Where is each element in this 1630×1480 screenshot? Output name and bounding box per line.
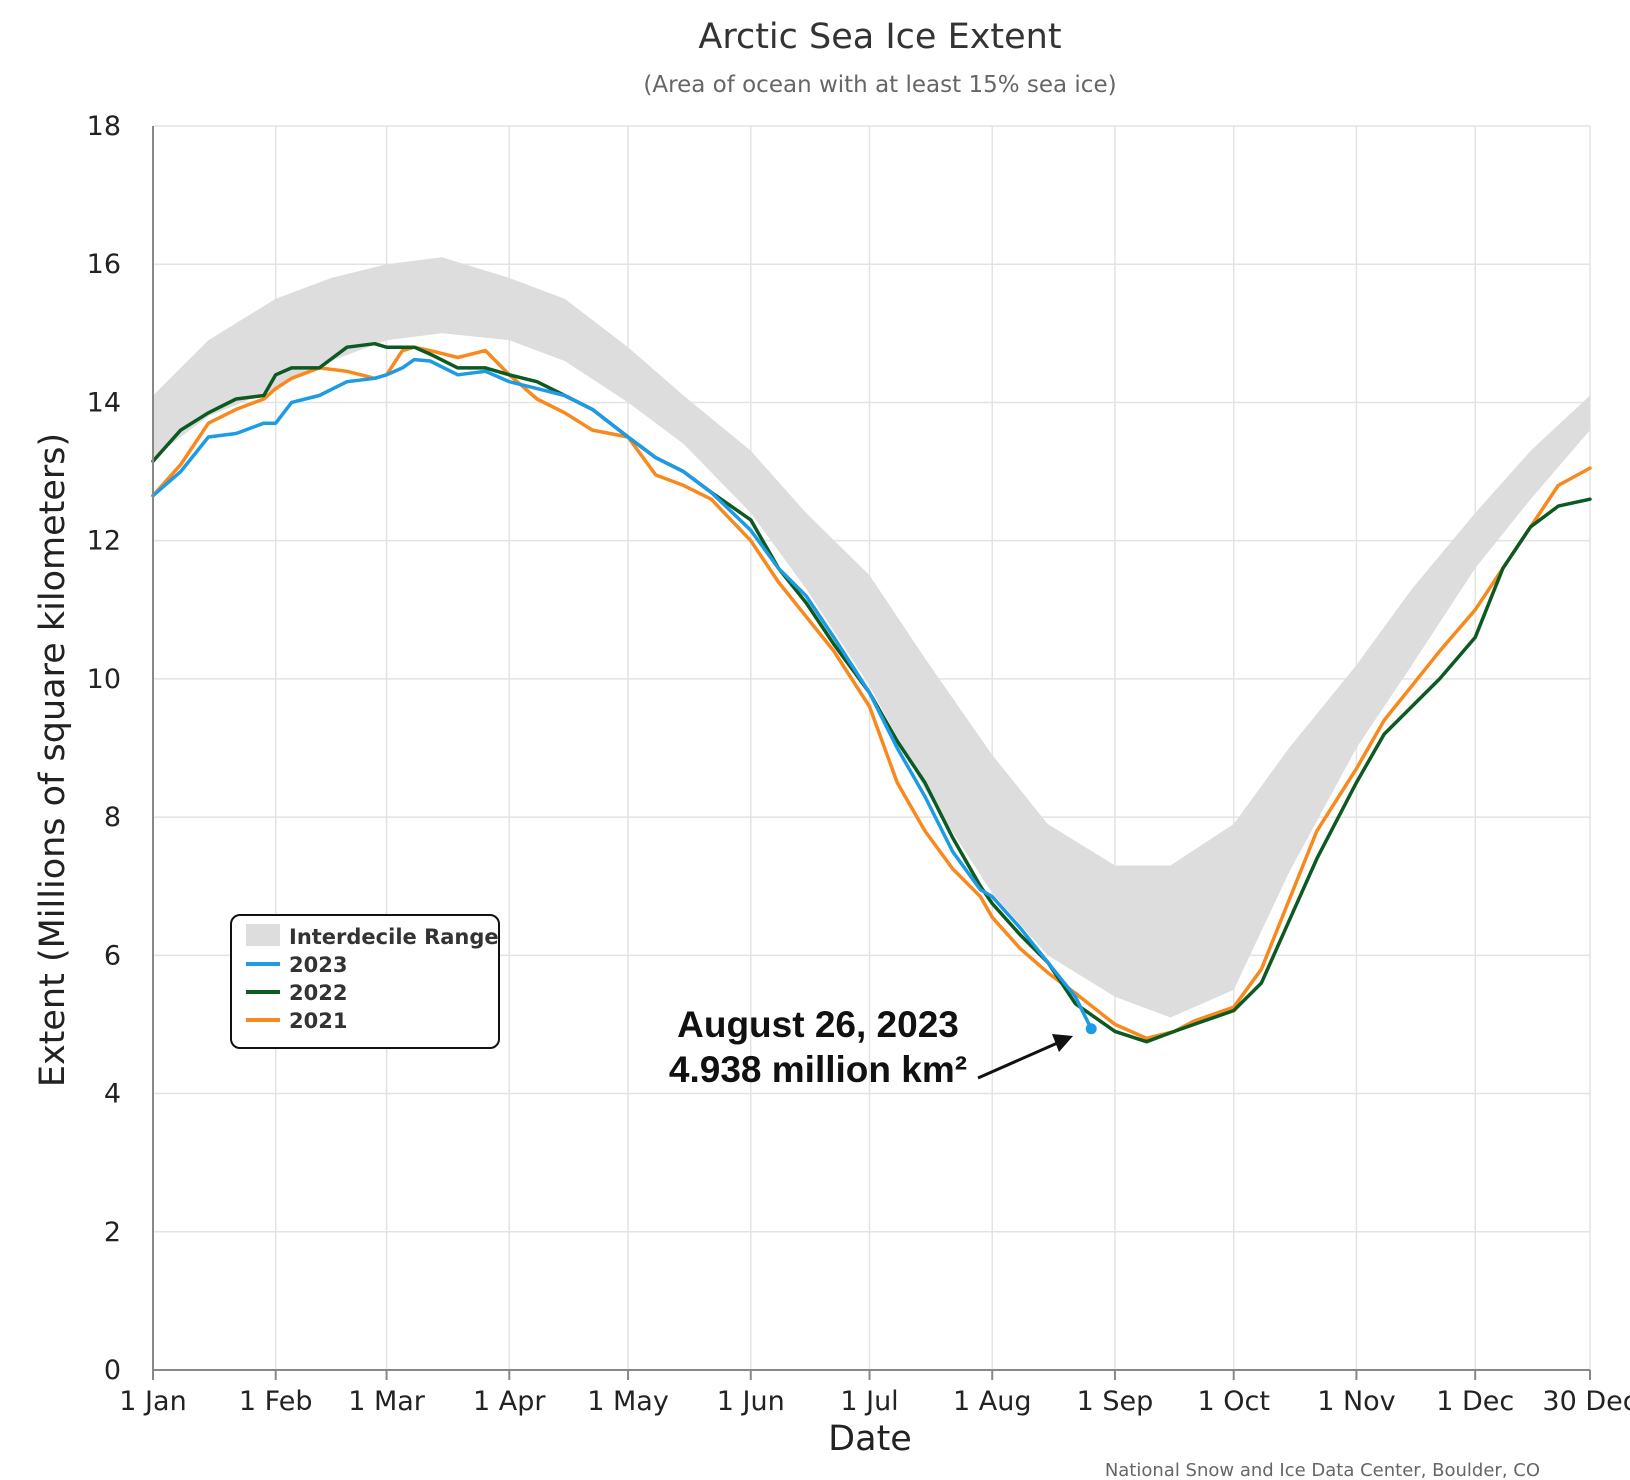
legend-swatch-interdecile — [246, 924, 280, 946]
series-lines-group — [151, 341, 1592, 1044]
credit-text: National Snow and Ice Data Center, Bould… — [1105, 1460, 1540, 1480]
y-tick-label: 10 — [87, 664, 121, 695]
x-tick-label: 1 Sep — [1077, 1386, 1154, 1417]
x-tick-label: 1 Feb — [239, 1386, 313, 1417]
interdecile-band-group — [153, 257, 1590, 1018]
annotation: August 26, 2023 4.938 million km² — [669, 1004, 1073, 1090]
x-tick-label: 1 Mar — [348, 1386, 426, 1417]
annotation-arrowhead — [1052, 1034, 1073, 1052]
x-tick-label: 1 Dec — [1436, 1386, 1514, 1417]
y-tick-label: 4 — [104, 1079, 121, 1110]
y-tick-label: 8 — [104, 802, 121, 833]
x-tick-label: 1 May — [587, 1386, 669, 1417]
x-axis-label: Date — [828, 1419, 912, 1459]
chart-title: Arctic Sea Ice Extent — [698, 17, 1061, 57]
annotation-date: August 26, 2023 — [677, 1004, 959, 1045]
y-tick-label: 18 — [87, 111, 121, 142]
y-axis-label: Extent (Millions of square kilometers) — [33, 433, 73, 1087]
annotation-value: 4.938 million km² — [669, 1049, 967, 1090]
legend-label-interdecile: Interdecile Range — [289, 925, 499, 949]
x-tick-label: 1 Jan — [119, 1386, 186, 1417]
x-tick-label: 1 Aug — [953, 1386, 1031, 1417]
legend-label-2021: 2021 — [289, 1009, 347, 1033]
interdecile-band — [153, 257, 1590, 1018]
y-tick-label: 12 — [87, 526, 121, 557]
axes-group — [152, 126, 1591, 1380]
x-tick-label: 1 Apr — [473, 1386, 546, 1417]
legend-box — [230, 914, 500, 1049]
x-tick-label: 1 Nov — [1317, 1386, 1395, 1417]
y-tick-label: 14 — [87, 387, 121, 418]
series-line-2022 — [151, 341, 1592, 1044]
legend: Interdecile Range 2023 2022 2021 — [230, 914, 500, 1049]
y-tick-label: 16 — [87, 249, 121, 280]
chart-subtitle: (Area of ocean with at least 15% sea ice… — [643, 72, 1116, 98]
x-tick-label: 1 Jun — [717, 1386, 785, 1417]
x-tick-labels: 1 Jan 1 Feb 1 Mar 1 Apr 1 May 1 Jun 1 Jul 1 Aug… — [119, 1386, 1630, 1417]
x-tick-label: 1 Jul — [840, 1386, 898, 1417]
legend-label-2022: 2022 — [289, 981, 347, 1005]
x-tick-label: 30 Dec — [1542, 1386, 1630, 1417]
highlight-point — [1085, 1023, 1097, 1035]
y-tick-labels: 0 2 4 6 8 10 12 14 16 18 — [87, 111, 121, 1386]
y-tick-label: 6 — [104, 940, 121, 971]
y-tick-label: 2 — [104, 1217, 121, 1248]
annotation-arrow-shaft — [977, 1039, 1063, 1080]
series-line-2023 — [151, 357, 1093, 1031]
legend-label-2023: 2023 — [289, 953, 347, 977]
x-tick-label: 1 Oct — [1197, 1386, 1269, 1417]
y-tick-label: 0 — [104, 1355, 121, 1386]
